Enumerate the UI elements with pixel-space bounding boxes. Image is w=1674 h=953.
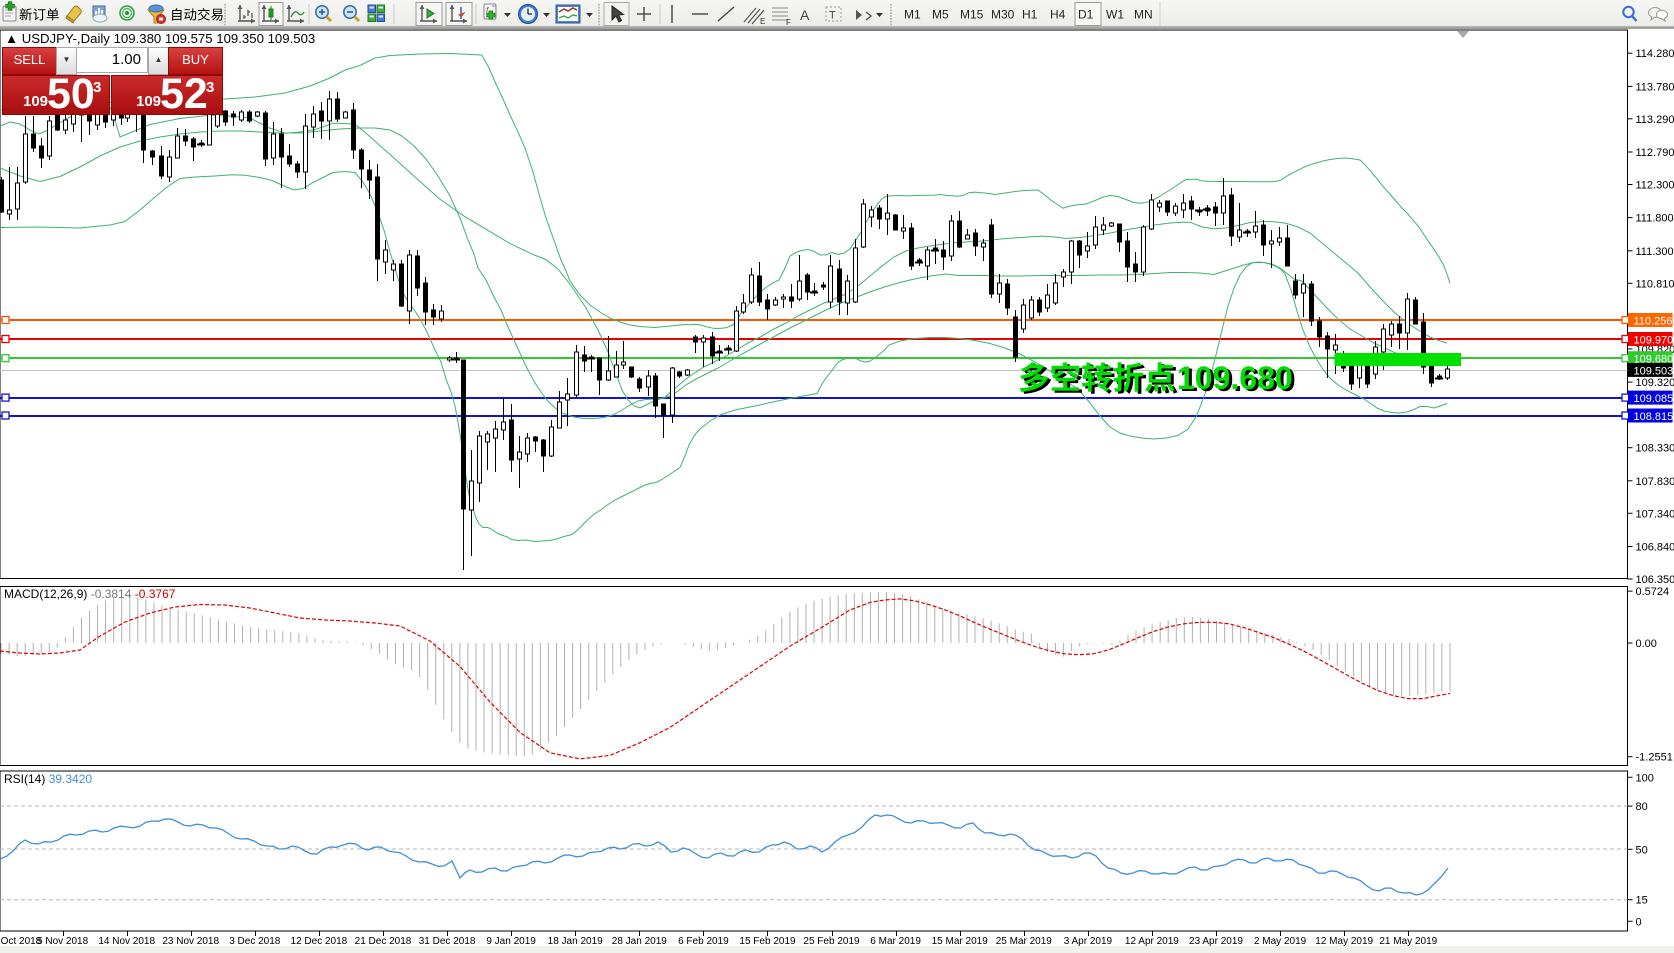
svg-text:▲ USDJPY-,Daily 109.380 109.5: ▲ USDJPY-,Daily 109.380 109.575 109.350 … xyxy=(5,31,315,46)
svg-text:15 Mar 2019: 15 Mar 2019 xyxy=(932,936,989,947)
svg-text:15 Feb 2019: 15 Feb 2019 xyxy=(739,936,796,947)
svg-text:M15: M15 xyxy=(960,8,984,22)
svg-text:12 Apr 2019: 12 Apr 2019 xyxy=(1125,936,1179,947)
svg-text:109.320: 109.320 xyxy=(1636,377,1674,389)
svg-text:109.503: 109.503 xyxy=(1634,365,1674,377)
svg-text:112.790: 112.790 xyxy=(1636,147,1674,159)
svg-text:111.300: 111.300 xyxy=(1636,246,1674,258)
svg-text:113.780: 113.780 xyxy=(1636,81,1674,93)
svg-text:M1: M1 xyxy=(904,8,921,22)
svg-text:6 Feb 2019: 6 Feb 2019 xyxy=(678,936,729,947)
svg-text:M5: M5 xyxy=(932,8,949,22)
svg-text:12 May 2019: 12 May 2019 xyxy=(1315,936,1373,947)
svg-text:25 Mar 2019: 25 Mar 2019 xyxy=(996,936,1053,947)
svg-text:109.680: 109.680 xyxy=(1180,362,1296,398)
svg-text:f: f xyxy=(486,6,489,15)
svg-text:107.830: 107.830 xyxy=(1636,476,1674,488)
svg-text:21 Dec 2018: 21 Dec 2018 xyxy=(355,936,412,947)
svg-text:5 Nov 2018: 5 Nov 2018 xyxy=(37,936,89,947)
svg-text:3 Apr 2019: 3 Apr 2019 xyxy=(1064,936,1113,947)
svg-text:MACD(12,26,9) -0.3814 -0.3767: MACD(12,26,9) -0.3814 -0.3767 xyxy=(4,587,176,601)
svg-text:112.300: 112.300 xyxy=(1636,180,1674,192)
svg-text:W1: W1 xyxy=(1106,8,1124,22)
svg-text:H4: H4 xyxy=(1050,8,1066,22)
svg-text:T: T xyxy=(829,10,836,22)
svg-text:21 May 2019: 21 May 2019 xyxy=(1379,936,1437,947)
svg-text:15: 15 xyxy=(1636,895,1648,907)
svg-text:D1: D1 xyxy=(1078,8,1094,22)
svg-text:107.340: 107.340 xyxy=(1636,508,1674,520)
svg-text:F: F xyxy=(786,18,791,27)
svg-text:80: 80 xyxy=(1636,801,1648,813)
svg-text:MN: MN xyxy=(1134,8,1153,22)
svg-text:H1: H1 xyxy=(1022,8,1038,22)
svg-text:109.970: 109.970 xyxy=(1634,335,1674,347)
svg-text:0.00: 0.00 xyxy=(1636,638,1657,650)
svg-text:0: 0 xyxy=(1636,916,1642,928)
svg-text:31 Dec 2018: 31 Dec 2018 xyxy=(419,936,476,947)
svg-text:9 Jan 2019: 9 Jan 2019 xyxy=(486,936,536,947)
svg-text:108.330: 108.330 xyxy=(1636,443,1674,455)
svg-text:RSI(14) 39.3420: RSI(14) 39.3420 xyxy=(4,772,92,786)
svg-text:M30: M30 xyxy=(991,8,1015,22)
svg-text:14 Nov 2018: 14 Nov 2018 xyxy=(98,936,155,947)
svg-text:18 Jan 2019: 18 Jan 2019 xyxy=(548,936,603,947)
svg-text:113.290: 113.290 xyxy=(1636,114,1674,126)
svg-text:0.5724: 0.5724 xyxy=(1636,586,1670,598)
svg-text:110.256: 110.256 xyxy=(1634,316,1673,328)
svg-text:3 Dec 2018: 3 Dec 2018 xyxy=(229,936,281,947)
svg-text:111.800: 111.800 xyxy=(1636,213,1674,225)
svg-text:26 Oct 2018: 26 Oct 2018 xyxy=(0,936,42,947)
svg-text:100: 100 xyxy=(1636,772,1654,784)
svg-text:108.815: 108.815 xyxy=(1634,411,1674,423)
svg-text:A: A xyxy=(800,7,810,23)
svg-text:109.085: 109.085 xyxy=(1634,393,1674,405)
svg-text:110.810: 110.810 xyxy=(1636,278,1674,290)
svg-text:23 Nov 2018: 23 Nov 2018 xyxy=(162,936,219,947)
svg-text:E: E xyxy=(760,17,765,26)
svg-text:109.680: 109.680 xyxy=(1177,360,1293,396)
svg-text:106.840: 106.840 xyxy=(1636,542,1674,554)
svg-text:50: 50 xyxy=(1636,844,1648,856)
svg-text:23 Apr 2019: 23 Apr 2019 xyxy=(1189,936,1243,947)
svg-text:106.350: 106.350 xyxy=(1636,574,1674,586)
svg-text:28 Jan 2019: 28 Jan 2019 xyxy=(612,936,667,947)
svg-text:114.280: 114.280 xyxy=(1636,48,1674,60)
svg-text:25 Feb 2019: 25 Feb 2019 xyxy=(803,936,860,947)
svg-text:-1.2551: -1.2551 xyxy=(1636,752,1673,764)
svg-text:109.680: 109.680 xyxy=(1634,354,1674,366)
svg-text:12 Dec 2018: 12 Dec 2018 xyxy=(291,936,348,947)
svg-text:6 Mar 2019: 6 Mar 2019 xyxy=(870,936,921,947)
svg-text:2 May 2019: 2 May 2019 xyxy=(1254,936,1307,947)
